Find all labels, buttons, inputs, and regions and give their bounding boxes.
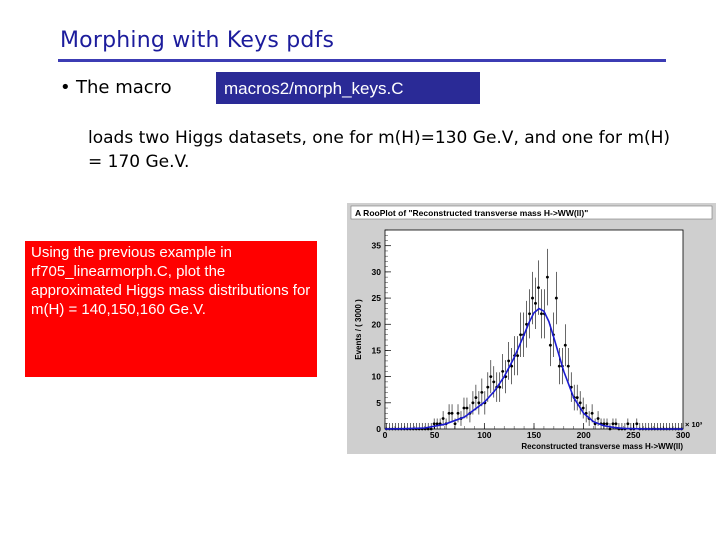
y-tick-label: 10 [372, 372, 382, 382]
x-multiplier-label: × 10³ [685, 420, 703, 429]
data-point [456, 411, 460, 415]
rooplot-figure: A RooPlot of "Reconstructed transverse m… [347, 203, 716, 454]
data-point [614, 422, 618, 426]
data-point [480, 390, 484, 394]
slide-title: Morphing with Keys pdfs [60, 28, 335, 53]
data-point [581, 406, 585, 410]
y-tick-label: 5 [376, 398, 381, 408]
data-point [575, 396, 579, 399]
data-point [563, 343, 567, 347]
data-point [531, 296, 534, 300]
data-point [447, 411, 451, 415]
data-point [602, 422, 606, 426]
rooplot-chart: A RooPlot of "Reconstructed transverse m… [350, 205, 713, 451]
data-point [477, 401, 481, 405]
data-point [611, 422, 615, 426]
exercise-note: Using the previous example in rf705_line… [25, 241, 317, 377]
data-point [429, 427, 433, 431]
description-paragraph: loads two Higgs datasets, one for m(H)=1… [88, 128, 671, 172]
x-tick-label: 150 [527, 430, 541, 440]
data-point [450, 411, 454, 415]
data-point [537, 286, 540, 290]
y-tick-label: 25 [372, 293, 382, 303]
data-point [501, 369, 505, 373]
plot-title: A RooPlot of "Reconstructed transverse m… [355, 208, 588, 218]
data-point [465, 406, 469, 410]
bullet-text: The macro [76, 77, 172, 98]
data-point [489, 375, 493, 379]
x-tick-label: 200 [577, 430, 591, 440]
pdf-curve [384, 307, 683, 430]
data-point [462, 406, 466, 410]
x-tick-label: 100 [477, 430, 491, 440]
x-tick-label: 50 [430, 430, 440, 440]
data-point [453, 422, 457, 426]
data-point [596, 417, 600, 420]
bullet-icon: • [60, 77, 71, 98]
data-point [635, 422, 639, 426]
y-tick-label: 35 [372, 241, 382, 251]
data-point [474, 396, 478, 399]
x-tick-label: 250 [626, 430, 640, 440]
data-point [528, 312, 531, 316]
data-point [626, 422, 630, 426]
data-point [507, 359, 511, 363]
data-point [498, 385, 502, 389]
data-point [426, 427, 430, 431]
data-point [492, 380, 496, 384]
macro-path-box: macros2/morph_keys.C [216, 72, 480, 104]
data-point [516, 354, 520, 358]
data-point [435, 422, 439, 426]
x-tick-label: 300 [676, 430, 690, 440]
y-axis-title: Events / ( 3000 ) [354, 299, 363, 360]
data-point [471, 401, 475, 405]
data-point [534, 301, 537, 305]
plot-title-banner [350, 205, 713, 220]
y-tick-label: 20 [372, 319, 382, 329]
plot-area [384, 229, 684, 430]
title-underline [58, 59, 666, 62]
data-point [519, 333, 522, 337]
data-point [540, 312, 543, 316]
y-tick-label: 0 [376, 424, 381, 434]
data-point [608, 427, 612, 431]
data-point [590, 411, 594, 415]
data-point [554, 296, 558, 300]
data-point [546, 275, 549, 279]
data-point [432, 422, 436, 426]
x-tick-label: 0 [383, 430, 388, 440]
data-point [486, 385, 490, 389]
data-point [557, 364, 561, 368]
data-point [578, 401, 582, 405]
y-tick-label: 30 [372, 267, 382, 277]
data-point [605, 422, 609, 426]
data-point [566, 364, 570, 368]
data-point [441, 417, 445, 420]
x-axis-title: Reconstructed transverse mass H->WW(ll) [521, 442, 683, 451]
y-tick-label: 15 [372, 345, 382, 355]
bullet-row: • The macro [60, 77, 172, 98]
data-point [548, 343, 552, 347]
